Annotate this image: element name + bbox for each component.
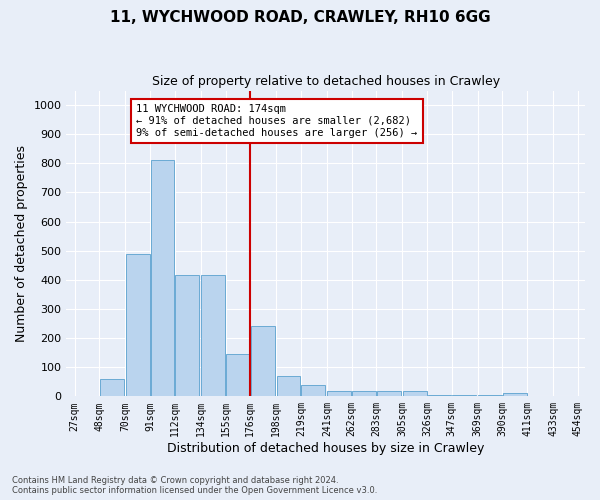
Bar [175, 276, 199, 396]
Bar [428, 395, 451, 396]
Bar [377, 390, 401, 396]
Bar [352, 390, 376, 396]
Text: Contains HM Land Registry data © Crown copyright and database right 2024.
Contai: Contains HM Land Registry data © Crown c… [12, 476, 377, 495]
Bar [452, 395, 476, 396]
Bar [503, 394, 527, 396]
Bar [328, 390, 351, 396]
Title: Size of property relative to detached houses in Crawley: Size of property relative to detached ho… [152, 75, 500, 88]
Bar [201, 276, 225, 396]
Y-axis label: Number of detached properties: Number of detached properties [15, 145, 28, 342]
Bar [251, 326, 275, 396]
Bar [277, 376, 301, 396]
Bar [151, 160, 175, 396]
Text: 11 WYCHWOOD ROAD: 174sqm
← 91% of detached houses are smaller (2,682)
9% of semi: 11 WYCHWOOD ROAD: 174sqm ← 91% of detach… [136, 104, 418, 138]
Bar [126, 254, 149, 396]
Text: 11, WYCHWOOD ROAD, CRAWLEY, RH10 6GG: 11, WYCHWOOD ROAD, CRAWLEY, RH10 6GG [110, 10, 490, 25]
Bar [301, 384, 325, 396]
Bar [478, 395, 502, 396]
X-axis label: Distribution of detached houses by size in Crawley: Distribution of detached houses by size … [167, 442, 484, 455]
Bar [403, 390, 427, 396]
Bar [100, 379, 124, 396]
Bar [226, 354, 250, 397]
